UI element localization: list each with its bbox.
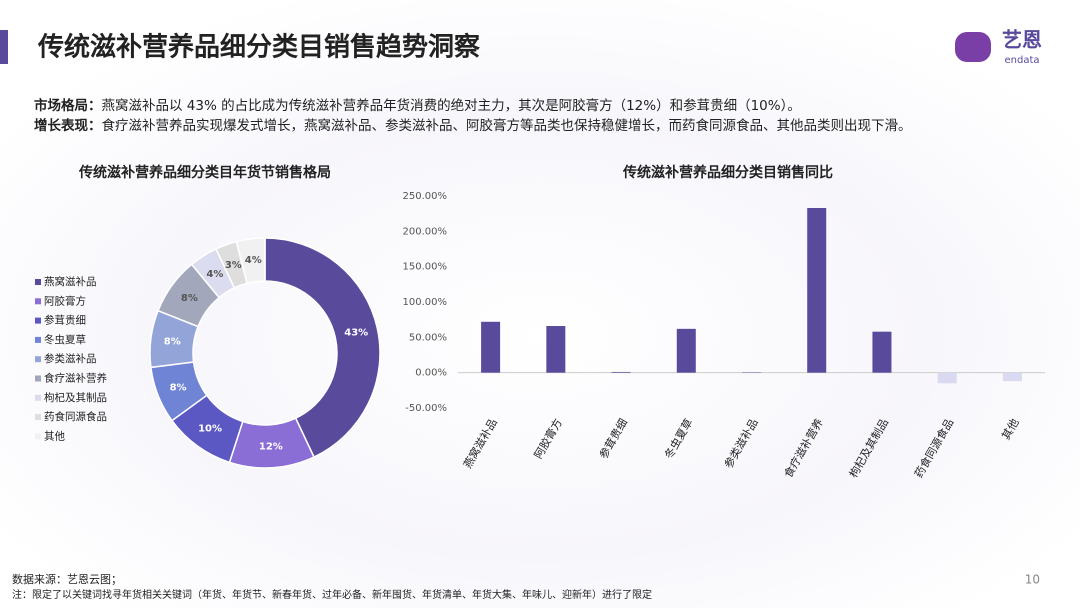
title-accent — [0, 30, 8, 64]
chart-title: 传统滋补营养品细分类目销售同比 — [622, 164, 833, 181]
bar — [1002, 372, 1022, 382]
legend-swatch — [35, 433, 41, 440]
logo-sub: endata — [1004, 55, 1039, 66]
bar — [937, 372, 957, 384]
summary-text: 燕窝滋补品以 43% 的占比成为传统滋补营养品年货消费的绝对主力，其次是阿胶膏方… — [102, 97, 801, 114]
y-tick-label: -50.00% — [405, 403, 447, 414]
chart-title: 传统滋补营养品细分类目年货节销售格局 — [78, 164, 331, 181]
data-label: 4% — [206, 269, 223, 280]
logo-text: 艺恩 — [1002, 28, 1042, 52]
donut-slice — [235, 237, 266, 285]
page-title: 传统滋补营养品细分类目销售趋势洞察 — [37, 32, 481, 63]
summary-text: 食疗滋补营养品实现爆发式增长，燕窝滋补品、参类滋补品、阿胶膏方等品类也保持稳健增… — [102, 117, 912, 134]
data-label: 3% — [225, 260, 242, 271]
summary-label: 市场格局： — [34, 97, 102, 114]
data-label: 8% — [170, 382, 187, 393]
legend-swatch — [35, 336, 41, 343]
data-label: 4% — [245, 255, 262, 266]
y-tick-label: 250.00% — [403, 191, 448, 202]
data-label: 8% — [181, 293, 198, 304]
legend-label: 药食同源食品 — [44, 410, 107, 423]
legend-swatch — [35, 394, 41, 401]
y-tick-label: 50.00% — [409, 332, 447, 343]
legend-label: 参茸贵细 — [44, 314, 86, 327]
legend-swatch — [35, 356, 41, 363]
summary-line: 增长表现：食疗滋补营养品实现爆发式增长，燕窝滋补品、参类滋补品、阿胶膏方等品类也… — [34, 117, 912, 134]
data-label: 8% — [164, 336, 181, 347]
legend-label: 其他 — [44, 429, 65, 442]
summary-label: 增长表现： — [34, 117, 102, 134]
legend-swatch — [35, 375, 41, 382]
y-tick-label: 150.00% — [403, 262, 448, 273]
legend-label: 参类滋补品 — [44, 352, 97, 365]
y-tick-label: 0.00% — [415, 368, 447, 379]
bar — [481, 321, 501, 373]
legend-label: 食疗滋补营养 — [44, 372, 107, 385]
bar — [807, 208, 827, 373]
y-tick-label: 100.00% — [403, 297, 448, 308]
donut-slice — [264, 237, 381, 459]
bar — [872, 331, 892, 373]
legend-swatch — [35, 414, 41, 421]
legend-swatch — [35, 317, 41, 324]
bar — [611, 371, 631, 373]
logo: 艺恩 endata — [955, 28, 1042, 66]
data-label: 43% — [344, 328, 368, 339]
logo-icon — [955, 32, 991, 62]
legend-label: 阿胶膏方 — [44, 294, 86, 307]
footer-note: 注：限定了以关键词找寻年货相关关键词（年货、年货节、新春年货、过年必备、新年囤货… — [12, 588, 652, 601]
legend-swatch — [35, 279, 41, 285]
y-tick-label: 200.00% — [403, 226, 448, 237]
bar — [546, 326, 566, 373]
legend-label: 燕窝滋补品 — [44, 275, 97, 288]
bar — [676, 328, 696, 373]
legend-swatch — [35, 298, 41, 305]
data-label: 12% — [259, 441, 283, 452]
summary-line: 市场格局：燕窝滋补品以 43% 的占比成为传统滋补营养品年货消费的绝对主力，其次… — [34, 97, 801, 114]
footer-source: 数据来源：艺恩云图； — [12, 572, 122, 586]
page-number: 10 — [1025, 573, 1040, 587]
data-label: 10% — [198, 424, 222, 435]
legend-label: 枸杞及其制品 — [44, 391, 107, 404]
legend-label: 冬虫夏草 — [44, 333, 86, 346]
